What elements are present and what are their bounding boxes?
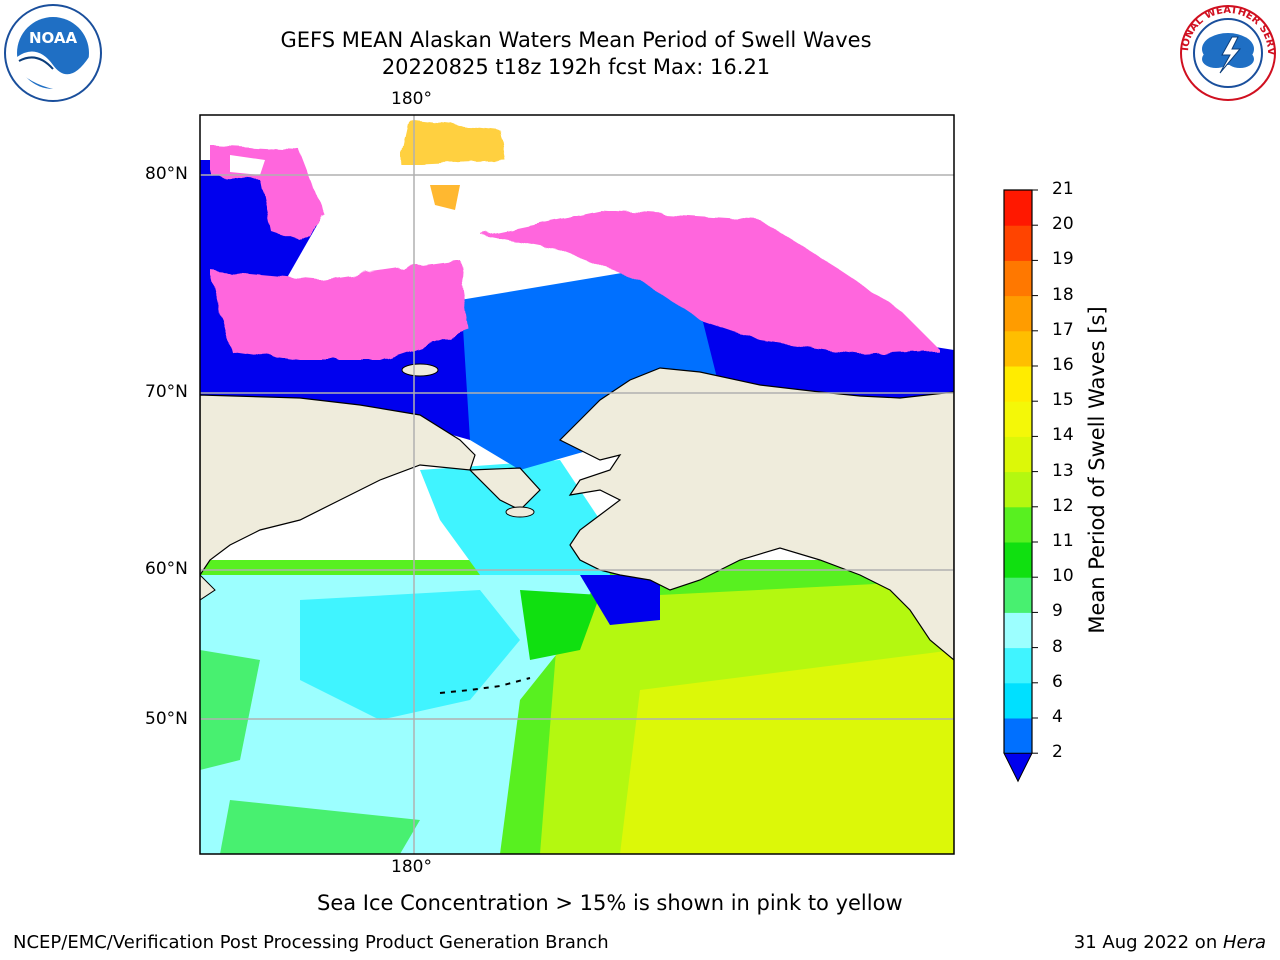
colorbar-tick-label: 19 [1052, 249, 1074, 270]
colorbar-tick-label: 21 [1052, 179, 1074, 199]
sea-ice-note: Sea Ice Concentration > 15% is shown in … [317, 891, 903, 915]
noaa-logo-text: NOAA [29, 29, 78, 47]
colorbar-tick-label: 20 [1052, 214, 1074, 235]
map-frame [199, 114, 955, 855]
colorbar-segment [1004, 260, 1032, 297]
colorbar-segment [1004, 330, 1032, 367]
footer-left: NCEP/EMC/Verification Post Processing Pr… [13, 932, 609, 953]
swell-period-band-9 [200, 650, 260, 770]
colorbar-segment [1004, 612, 1032, 649]
sea-ice-edge-north [400, 120, 505, 165]
wrangel-island [401, 363, 439, 377]
swell-period-band-14 [620, 650, 954, 854]
lat-label-60: 60°N [145, 559, 188, 579]
colorbar-tick-label: 6 [1052, 671, 1063, 692]
colorbar-segment [1004, 436, 1032, 473]
open-gap-nw [230, 155, 265, 175]
colorbar-tick-label: 12 [1052, 495, 1074, 516]
colorbar-label: Mean Period of Swell Waves [s] [1085, 306, 1109, 634]
colorbar-tick-label: 8 [1052, 636, 1063, 657]
aleutian-islands [439, 677, 531, 694]
sea-ice-zone-west [210, 260, 470, 360]
colorbar-extend-low [1003, 752, 1033, 783]
colorbar-segment [1004, 225, 1032, 261]
footer-host: Hera [1222, 932, 1266, 953]
colorbar-tick-label: 2 [1052, 742, 1063, 763]
lat-label-80: 80°N [145, 164, 188, 184]
swell-period-band-9b [220, 800, 420, 854]
colorbar-tick-label: 9 [1052, 601, 1063, 622]
colorbar [1003, 189, 1038, 783]
colorbar-segment [1004, 718, 1032, 754]
footer-right: 31 Aug 2022 on Hera [1074, 932, 1266, 953]
lat-label-50: 50°N [145, 709, 188, 729]
st-lawrence-island [505, 506, 535, 518]
swell-period-band-6 [300, 590, 520, 720]
swell-period-band-10 [520, 590, 600, 660]
colorbar-tick-label: 11 [1052, 531, 1074, 551]
colorbar-segment [1004, 366, 1032, 402]
swell-period-band-2 [440, 260, 720, 470]
colorbar-tick-label: 10 [1052, 566, 1074, 587]
colorbar-segment [1004, 401, 1032, 437]
colorbar-segment [1004, 506, 1032, 543]
colorbar-tick-label: 13 [1052, 460, 1074, 481]
colorbar-tick-label: 17 [1052, 319, 1074, 340]
colorbar-segment [1004, 682, 1032, 719]
colorbar-tick-label: 16 [1052, 355, 1074, 375]
colorbar-segment [1004, 542, 1032, 578]
lat-label-70: 70°N [145, 382, 188, 402]
colorbar-segment [1004, 471, 1032, 508]
nws-logo: NATIONAL WEATHER SERVICE [1178, 3, 1276, 101]
lon-top-label: 180° [391, 89, 432, 109]
swell-period-band-lt2b [580, 575, 660, 625]
colorbar-segment [1004, 190, 1032, 226]
footer-date: 31 Aug 2022 on [1073, 932, 1223, 953]
lon-bottom-label: 180° [391, 857, 432, 877]
colorbar-tick-label: 14 [1052, 425, 1074, 446]
colorbar-segment [1004, 295, 1032, 332]
colorbar-tick-label: 4 [1052, 707, 1063, 727]
colorbar-tick-label: 15 [1052, 390, 1074, 411]
colorbar-segment [1004, 577, 1032, 613]
land-alaska [558, 367, 954, 661]
land-siberia [200, 394, 476, 577]
land-kamchatka [200, 574, 216, 601]
sea-ice-zone-east [480, 210, 940, 355]
noaa-logo: NOAA [4, 4, 102, 102]
swell-period-band-6b [420, 460, 610, 575]
colorbar-tick-label: 18 [1052, 284, 1074, 305]
sea-ice-edge-patch [430, 185, 460, 210]
chart-title: GEFS MEAN Alaskan Waters Mean Period of … [280, 28, 872, 52]
chart-subtitle: 20220825 t18z 192h fcst Max: 16.21 [381, 55, 771, 79]
graticule [200, 115, 954, 854]
land-chukotka [468, 467, 541, 511]
colorbar-segment [1004, 647, 1032, 684]
